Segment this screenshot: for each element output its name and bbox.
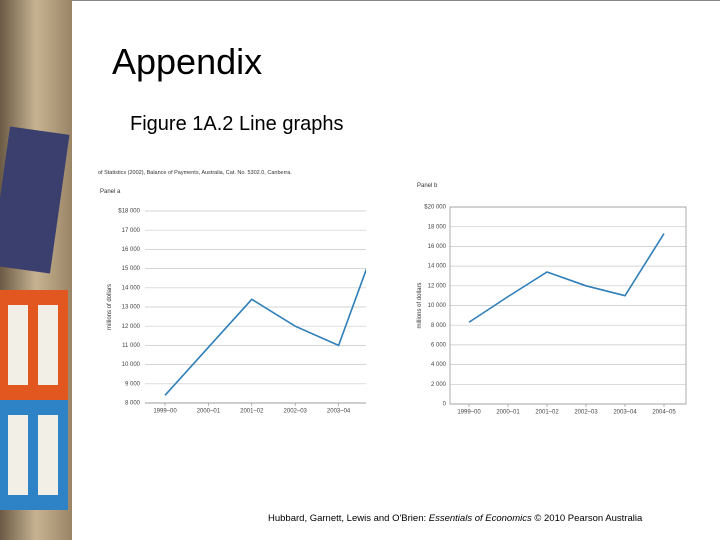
x-tick-label: 2001–02	[240, 409, 264, 415]
y-tick-label: 13 000	[122, 305, 141, 311]
y-tick-label: 12 000	[428, 283, 447, 289]
x-tick-label: 2000–01	[197, 409, 221, 415]
panel-title: Panel b	[417, 183, 438, 189]
source-note: of Statistics (2002), Balance of Payment…	[98, 170, 292, 176]
y-tick-label: 10 000	[122, 362, 141, 368]
y-tick-label: 6 000	[431, 342, 447, 348]
x-tick-label: 1999–00	[153, 409, 177, 415]
slide-subtitle: Figure 1A.2 Line graphs	[130, 113, 343, 135]
y-tick-label: 17 000	[122, 228, 141, 234]
y-tick-label: 14 000	[428, 264, 447, 270]
y-tick-label: 16 000	[122, 247, 141, 253]
cover-strip	[0, 0, 72, 540]
y-tick-label: 12 000	[122, 324, 141, 330]
y-tick-label: 8 000	[431, 323, 447, 329]
line-chart: Panel b millions of dollars $20 000 18 000 1…	[417, 183, 687, 416]
y-tick-label: 15 000	[122, 266, 141, 272]
y-tick-label: $20 000	[424, 205, 446, 211]
y-tick-label: 14 000	[122, 285, 141, 291]
x-tick-label: 2001–02	[535, 410, 559, 416]
x-tick-label: 2004–05	[652, 410, 676, 416]
y-tick-label: 18 000	[428, 224, 447, 230]
panel-title: Panel a	[100, 189, 121, 195]
y-axis-label: millions of dollars	[417, 282, 423, 328]
data-line	[468, 233, 665, 323]
y-tick-label: 8 000	[125, 401, 141, 407]
data-line	[164, 267, 366, 396]
footer-authors: Hubbard, Garnett, Lewis and O'Brien:	[268, 513, 429, 524]
y-tick-label: $18 000	[118, 209, 140, 215]
footer: Hubbard, Garnett, Lewis and O'Brien: Ess…	[268, 513, 643, 524]
footer-rest: © 2010 Pearson Australia	[532, 513, 643, 524]
x-tick-label: 2002–03	[574, 410, 598, 416]
x-tick-label: 2000–01	[496, 410, 520, 416]
x-tick-label: 2003–04	[613, 410, 637, 416]
x-tick-label: 2003–04	[327, 409, 351, 415]
line-chart: Panel a millions of dollars $18 000 17 000 1…	[100, 189, 366, 415]
plot-frame	[449, 206, 687, 405]
footer-book: Essentials of Economics	[429, 513, 532, 524]
y-tick-label: 4 000	[431, 362, 447, 368]
x-tick-label: 2002–03	[284, 409, 308, 415]
x-tick-label: 1999–00	[457, 410, 481, 416]
y-tick-label: 0	[443, 402, 447, 408]
y-tick-label: 11 000	[122, 343, 141, 349]
slide-title: Appendix	[112, 41, 262, 82]
y-tick-label: 10 000	[428, 303, 447, 309]
y-tick-label: 9 000	[125, 381, 141, 387]
y-tick-label: 2 000	[431, 382, 447, 388]
y-tick-label: 16 000	[428, 244, 447, 250]
y-axis-label: millions of dollars	[107, 284, 113, 330]
